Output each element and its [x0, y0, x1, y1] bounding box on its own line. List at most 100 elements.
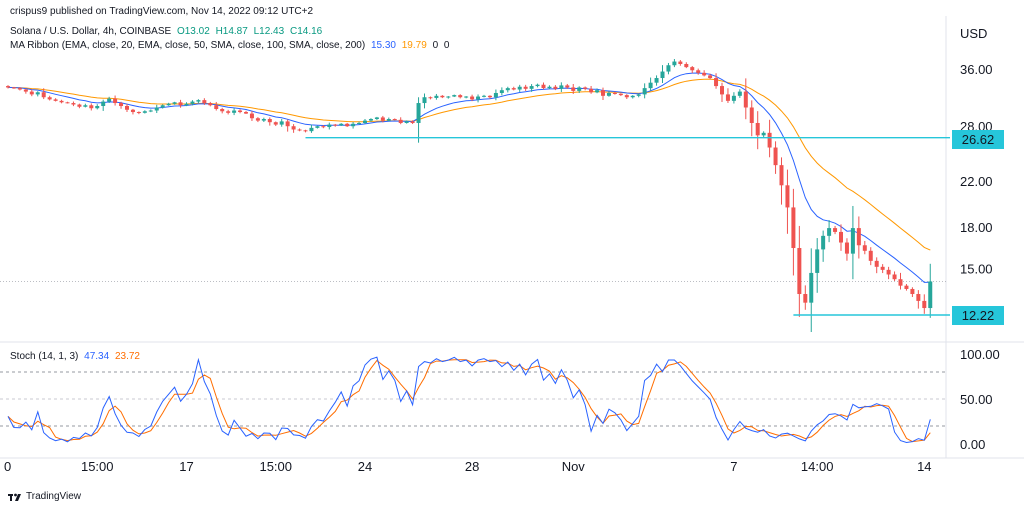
candle-body — [398, 119, 403, 123]
stoch-legend: Stoch (14, 1, 3) 47.34 23.72 — [10, 351, 143, 362]
candle-body — [839, 231, 843, 243]
candle-body — [583, 87, 588, 89]
candle-body — [559, 85, 564, 89]
candle-body — [725, 94, 730, 101]
candle-body — [119, 103, 124, 107]
stoch-tick-label: 50.00 — [960, 392, 993, 407]
sma200-value: 0 — [443, 40, 450, 51]
candle-body — [809, 272, 814, 303]
candle-body — [297, 129, 302, 131]
candle-body — [642, 88, 647, 95]
candle-body — [89, 105, 94, 109]
ma-ribbon-label: MA Ribbon (EMA, close, 20, EMA, close, 5… — [10, 40, 366, 51]
candle-body — [571, 87, 576, 91]
candle-body — [898, 279, 903, 286]
candle-body — [47, 97, 52, 100]
time-tick-label: 0 — [4, 459, 11, 474]
candle-body — [767, 132, 772, 148]
candle-body — [303, 130, 308, 132]
candle-body — [17, 88, 22, 90]
symbol-line: Solana / U.S. Dollar, 4h, COINBASE O13.0… — [10, 26, 325, 37]
ohlc-open: O13.02 — [176, 26, 210, 37]
candle-body — [690, 67, 695, 71]
candle-body — [874, 260, 879, 267]
candle-body — [154, 107, 159, 111]
candle-body — [737, 91, 742, 96]
candle-body — [922, 300, 927, 309]
candle-body — [226, 111, 231, 113]
candle-body — [345, 123, 350, 127]
candle-body — [41, 92, 46, 98]
symbol-title: Solana / U.S. Dollar, 4h, COINBASE — [10, 26, 172, 37]
candle-body — [470, 96, 475, 100]
candle-body — [749, 107, 754, 123]
level-tag-lower: 12.22 — [952, 306, 1004, 325]
candle-body — [458, 95, 463, 98]
candle-body — [529, 86, 534, 89]
candle-body — [511, 88, 516, 90]
candle-body — [910, 288, 915, 295]
candle-body — [720, 86, 724, 95]
candle-body — [797, 248, 802, 295]
candle-body — [142, 111, 147, 113]
candle-body — [612, 92, 617, 94]
candle-body — [125, 106, 129, 110]
candle-body — [214, 105, 219, 109]
candle-body — [565, 85, 570, 88]
time-tick-label: 17 — [179, 459, 193, 474]
stoch-d-line — [7, 359, 931, 443]
candle-body — [232, 110, 237, 113]
candle-body — [333, 124, 338, 126]
candle-body — [696, 70, 701, 73]
candle-body — [244, 112, 248, 114]
candle-body — [23, 89, 28, 92]
candle-body — [618, 93, 623, 96]
time-tick-label: 14 — [917, 459, 931, 474]
candle-body — [35, 92, 40, 95]
candle-body — [184, 103, 189, 106]
candle-body — [309, 127, 314, 132]
stoch-d-value: 23.72 — [114, 351, 140, 362]
candle-body — [428, 97, 433, 99]
ohlc-low: L12.43 — [253, 26, 285, 37]
candle-body — [190, 101, 195, 104]
candle-body — [577, 87, 582, 91]
candle-body — [83, 105, 88, 107]
candle-body — [95, 106, 100, 109]
candle-body — [71, 103, 76, 105]
price-tick-label: 18.00 — [960, 220, 993, 235]
candle-body — [255, 118, 260, 121]
candle-body — [178, 102, 183, 106]
candle-body — [386, 119, 391, 121]
candle-body — [434, 95, 439, 98]
candle-body — [505, 88, 510, 91]
candle-body — [53, 99, 58, 101]
candle-body — [535, 84, 540, 87]
candle-body — [547, 86, 552, 89]
candle-body — [351, 123, 356, 127]
candle-body — [493, 92, 498, 98]
candle-body — [363, 120, 367, 123]
candle-body — [666, 65, 671, 72]
candle-body — [904, 285, 909, 289]
candle-body — [743, 91, 748, 108]
candle-body — [928, 281, 933, 309]
candle-body — [160, 105, 165, 108]
candle-body — [220, 108, 225, 112]
candle-body — [601, 90, 605, 96]
price-tick-label: 36.00 — [960, 62, 993, 77]
candle-body — [107, 98, 112, 102]
ohlc-high: H14.87 — [215, 26, 248, 37]
candle-body — [702, 72, 707, 76]
candle-body — [380, 117, 385, 121]
time-tick-label: 15:00 — [259, 459, 292, 474]
candle-body — [654, 78, 659, 83]
candle-body — [321, 126, 326, 128]
candle-body — [755, 122, 760, 136]
candle-body — [660, 71, 665, 79]
candle-body — [327, 124, 332, 128]
candle-body — [238, 110, 243, 113]
candle-body — [482, 95, 486, 97]
tradingview-brand[interactable]: TradingView — [8, 491, 81, 502]
